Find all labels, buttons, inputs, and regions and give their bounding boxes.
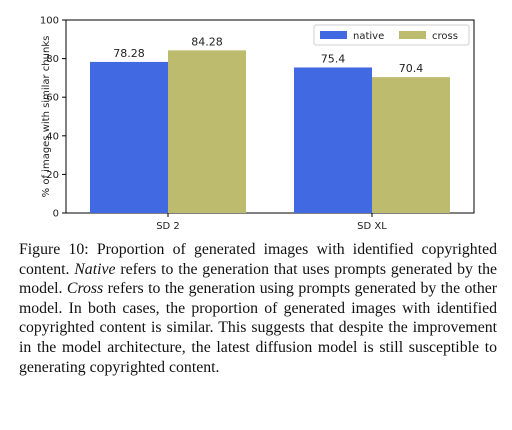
y-tick-label-100: 100	[40, 16, 59, 27]
caption-term-cross: Cross	[66, 280, 104, 298]
legend-label-cross: cross	[432, 31, 458, 42]
bars-group: 78.28 84.28 75.4 70.4	[90, 35, 450, 214]
y-axis-label: % of images with similar chunks	[41, 36, 52, 198]
x-tick-label-1: SD XL	[357, 221, 387, 232]
data-label-cross-1: 70.4	[399, 62, 424, 75]
caption-term-native: Native	[74, 260, 116, 278]
bar-native-0	[90, 61, 168, 213]
data-label-cross-0: 84.28	[191, 35, 223, 48]
bar-native-1	[294, 67, 372, 213]
bar-chart: 0 20 40 60 80 100 % of images with similar chu…	[40, 16, 475, 232]
bar-cross-1	[372, 77, 450, 214]
x-tick-label-0: SD 2	[156, 221, 180, 232]
bar-cross-0	[168, 50, 246, 213]
y-tick-label-0: 0	[53, 209, 59, 220]
caption-text-3: refers to the generation using prompts g…	[19, 280, 497, 376]
figure-caption: Figure 10: Proportion of generated image…	[19, 240, 497, 377]
data-label-native-0: 78.28	[113, 47, 145, 60]
data-label-native-1: 75.4	[321, 52, 346, 65]
legend-label-native: native	[353, 31, 384, 42]
legend-swatch-cross	[399, 31, 426, 39]
y-tick-label-80: 80	[46, 54, 59, 65]
plot-axes: 0 20 40 60 80 100 % of images with similar chu…	[40, 16, 475, 232]
y-tick-label-20: 20	[46, 170, 59, 181]
legend-swatch-native	[320, 31, 347, 39]
y-tick-label-60: 60	[46, 93, 59, 104]
caption-text-2: refers to the generation that uses promp…	[19, 260, 497, 298]
legend: native cross	[313, 24, 470, 46]
plot-frame	[65, 19, 475, 214]
caption-label: Figure 10:	[19, 241, 89, 258]
caption-text-1: Proportion of generated images with iden…	[19, 241, 497, 278]
legend-box	[313, 24, 470, 46]
y-tick-label-40: 40	[46, 131, 59, 142]
